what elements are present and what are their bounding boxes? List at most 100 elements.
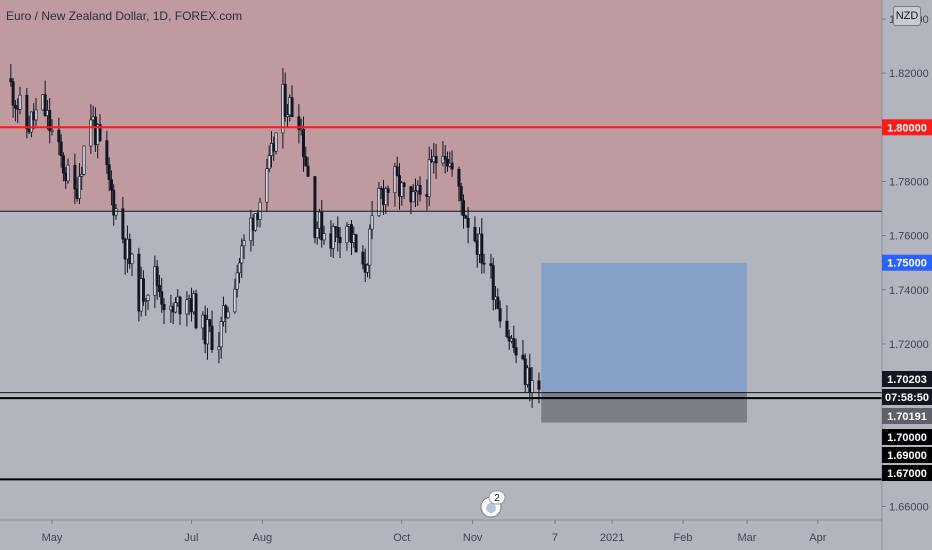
- label-stop-zone-bg: [882, 408, 932, 424]
- candle-body: [361, 251, 365, 265]
- candle-body: [11, 81, 15, 106]
- candle-body: [274, 132, 278, 152]
- candle-body: [489, 263, 493, 266]
- candle-body: [208, 319, 212, 327]
- candle-body: [105, 140, 109, 165]
- candle-body: [370, 215, 374, 230]
- horizontal-levels: [0, 126, 882, 481]
- candle-body: [537, 380, 541, 390]
- event-count-badge: [488, 490, 506, 505]
- candle-body: [530, 380, 534, 394]
- candle-body: [57, 129, 61, 143]
- label-level-3: 1.67000: [887, 468, 927, 480]
- candle-body: [89, 119, 93, 147]
- candle-body: [73, 164, 77, 190]
- label-level-2: 1.69000: [887, 450, 927, 462]
- x-tick-label: Mar: [738, 532, 757, 544]
- candle-body: [473, 227, 477, 242]
- candle-body: [18, 94, 22, 110]
- candle-body: [505, 320, 509, 337]
- resistance-zone[interactable]: [0, 0, 882, 212]
- x-axis-ticks: May Jul Aug Oct Nov 7 2021 Feb Mar Apr: [42, 520, 827, 544]
- candle-body: [185, 299, 189, 315]
- candle-body: [434, 156, 438, 164]
- x-tick-label: Nov: [463, 532, 483, 544]
- candle-body: [336, 227, 340, 238]
- candle-body: [205, 319, 209, 345]
- candle-body: [121, 208, 125, 240]
- candle-body: [173, 302, 177, 313]
- candle-body: [162, 303, 166, 311]
- candle-body: [491, 265, 495, 301]
- label-target-bg: [882, 254, 932, 271]
- candle-body: [395, 166, 399, 176]
- candle-body: [265, 168, 269, 203]
- candle-body: [304, 156, 308, 167]
- candle-body: [128, 238, 132, 265]
- candle-body: [496, 296, 500, 309]
- target-zone[interactable]: [541, 262, 747, 393]
- candle-body: [512, 338, 516, 348]
- candle-body: [306, 165, 310, 177]
- candle-body: [107, 164, 111, 180]
- candle-body: [237, 262, 241, 274]
- price-axis-labels: 1.80000 1.75000 1.70203 07:58:50 1.70191 1.70…: [882, 119, 932, 481]
- candle-body: [242, 240, 246, 247]
- event-count: 2: [494, 493, 500, 504]
- candle-body: [377, 187, 381, 217]
- x-tick-label: Aug: [253, 532, 273, 544]
- currency-badge[interactable]: NZD: [893, 6, 921, 26]
- candle-series: [9, 63, 541, 409]
- candle-body: [9, 78, 13, 83]
- candle-body: [194, 293, 198, 329]
- candle-body: [320, 211, 324, 241]
- y-tick-label: 1.82000: [889, 68, 929, 80]
- candle-body: [285, 114, 289, 117]
- candle-body: [480, 233, 484, 264]
- candle-body: [34, 109, 38, 121]
- label-level-upper: 1.80000: [887, 122, 927, 134]
- candle-body: [48, 110, 52, 131]
- candle-body: [482, 262, 486, 265]
- candle-body: [297, 116, 301, 131]
- candle-body: [443, 155, 447, 160]
- candle-body: [157, 285, 161, 292]
- y-tick-label: 1.74000: [889, 285, 929, 297]
- events-badge[interactable]: 2: [480, 490, 506, 518]
- candle-body: [144, 300, 148, 302]
- candle-body: [393, 166, 397, 193]
- candle-body: [345, 226, 349, 244]
- candle-body: [386, 188, 390, 193]
- candle-body: [333, 226, 337, 228]
- candle-body: [418, 184, 422, 195]
- candle-body: [98, 124, 102, 141]
- candle-body: [498, 308, 502, 322]
- candle-body: [331, 226, 335, 249]
- candle-body: [82, 145, 86, 175]
- candle-body: [402, 182, 406, 187]
- candle-body: [59, 141, 63, 156]
- candle-body: [384, 188, 388, 206]
- candle-body: [290, 97, 294, 118]
- x-tick-label: Apr: [809, 532, 826, 544]
- candle-body: [457, 168, 461, 187]
- label-countdown-bg: [882, 389, 932, 405]
- candle-body: [446, 159, 450, 167]
- candle-body: [514, 347, 518, 356]
- candle-body: [354, 234, 358, 253]
- y-tick-label: 1.76000: [889, 231, 929, 243]
- candle-body: [349, 224, 353, 243]
- candle-body: [521, 354, 525, 360]
- candle-body: [29, 111, 33, 133]
- candle-body: [61, 155, 65, 174]
- candle-body: [459, 186, 463, 201]
- y-tick-label: 1.66000: [889, 501, 929, 513]
- x-tick-label: 2021: [600, 532, 624, 544]
- candle-body: [50, 129, 54, 132]
- stop-zone[interactable]: [541, 392, 747, 423]
- y-tick-label: 1.72000: [889, 339, 929, 351]
- candle-body: [226, 311, 230, 319]
- chart-title: Euro / New Zealand Dollar, 1D, FOREX.com: [6, 9, 243, 23]
- x-tick-label: Oct: [393, 532, 410, 544]
